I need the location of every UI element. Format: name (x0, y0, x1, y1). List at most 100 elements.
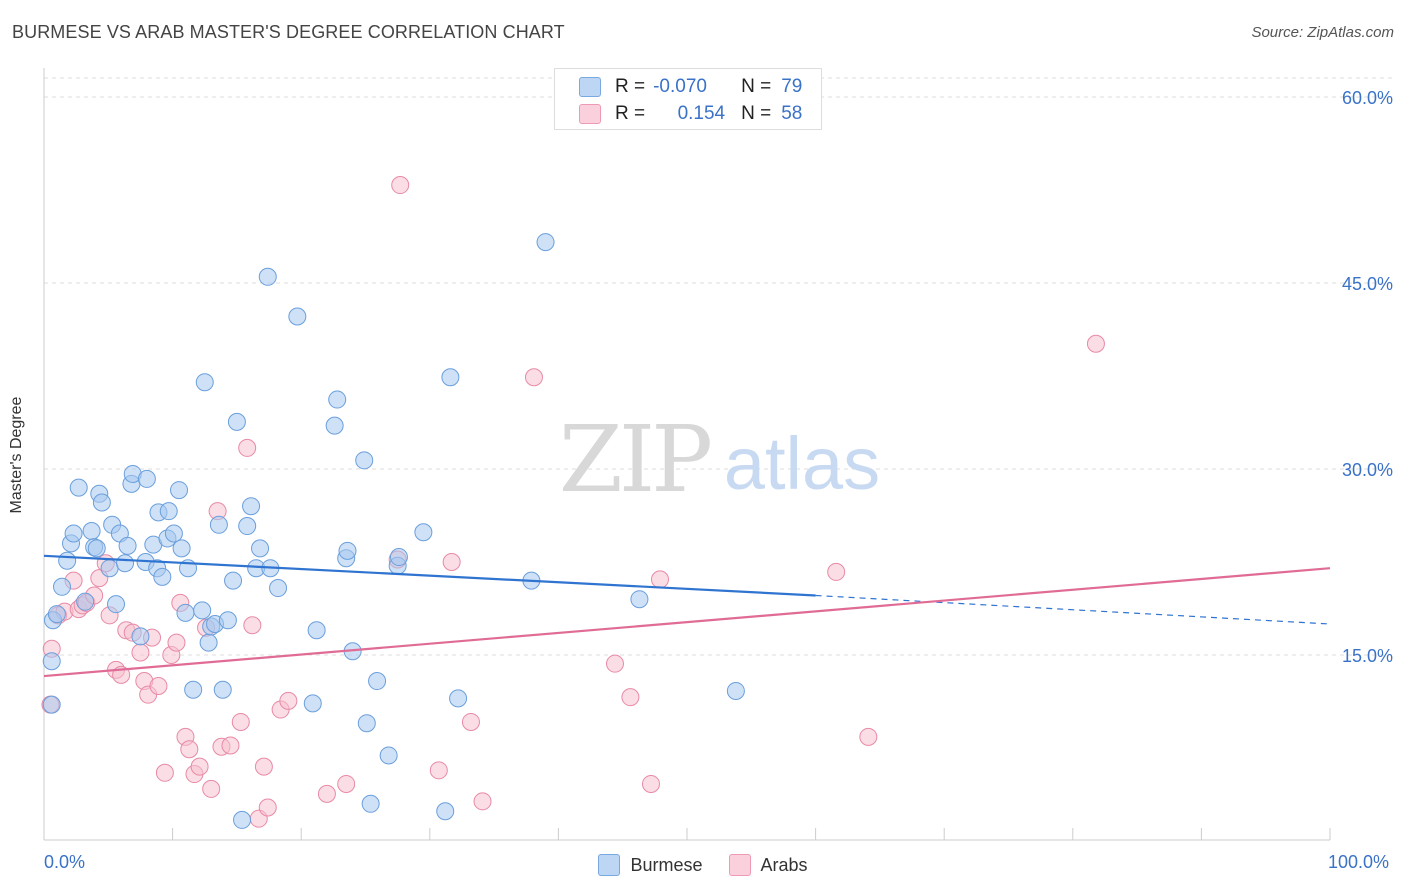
arabs-point (1086, 334, 1105, 353)
burmese-point (76, 592, 95, 611)
burmese-point (107, 595, 126, 614)
burmese-point (441, 368, 460, 387)
burmese-point (137, 469, 156, 488)
arabs-point (243, 616, 262, 635)
burmese-points (42, 233, 745, 829)
burmese-point (288, 307, 307, 326)
burmese-point (379, 746, 398, 765)
burmese-point (242, 497, 261, 516)
burmese-point (176, 603, 195, 622)
axes (43, 68, 1331, 841)
x-tick-label-max: 100.0% (1328, 852, 1390, 872)
arabs-point (202, 779, 221, 798)
burmese-point (118, 536, 137, 555)
burmese-point (328, 390, 347, 409)
burmese-point (233, 810, 252, 829)
burmese-swatch (579, 77, 601, 97)
arabs-point (231, 712, 250, 731)
burmese-point (449, 689, 468, 708)
arabs-point (180, 740, 199, 759)
arabs-point (473, 792, 492, 811)
y-tick-label: 30.0% (1342, 460, 1393, 480)
arabs-point (827, 562, 846, 581)
r-label: R = (615, 103, 646, 124)
burmese-point (82, 522, 101, 540)
chart-title: BURMESE VS ARAB MASTER'S DEGREE CORRELAT… (12, 22, 565, 42)
burmese-point (53, 577, 72, 596)
arabs-point (524, 368, 543, 387)
burmese-swatch (598, 854, 621, 876)
arabs-point (167, 633, 186, 652)
burmese-point (92, 493, 111, 512)
n-label: N = (741, 103, 772, 124)
arabs-point (391, 176, 410, 195)
burmese-point (64, 524, 83, 543)
arabs-point (131, 643, 150, 662)
y-tick-label: 60.0% (1342, 88, 1393, 108)
arabs-point (279, 691, 298, 710)
legend-item-burmese[interactable]: Burmese (598, 854, 703, 876)
burmese-point (303, 694, 322, 713)
burmese-point (630, 590, 649, 609)
burmese-point (357, 714, 376, 733)
arabs-swatch (728, 854, 751, 876)
arabs-point (317, 784, 336, 803)
burmese-point (195, 373, 214, 392)
burmese-point (389, 548, 408, 567)
arabs-point (238, 438, 257, 457)
burmese-point (224, 571, 243, 590)
x-tick-label-min: 0.0% (44, 852, 86, 872)
arabs-point (429, 761, 448, 780)
legend-label-burmese: Burmese (630, 854, 703, 875)
burmese-point (131, 627, 150, 646)
arabs-point (621, 688, 640, 707)
arabs-point (859, 727, 878, 746)
burmese-trend-line (43, 554, 816, 597)
legend-label-arabs: Arabs (760, 854, 808, 875)
y-tick-label: 15.0% (1342, 646, 1393, 666)
burmese-point (184, 680, 203, 699)
arabs-point (337, 774, 356, 793)
burmese-point (159, 502, 178, 521)
burmese-point (536, 233, 555, 252)
burmese-point (726, 681, 745, 700)
y-tick-label: 45.0% (1342, 274, 1393, 294)
burmese-point (193, 601, 212, 620)
watermark-atlas: atlas (724, 422, 880, 505)
burmese-point (164, 524, 183, 543)
arabs-point (641, 774, 660, 793)
legend-row-arabs: R = 0.154 N = 58 (579, 102, 802, 126)
arabs-points (41, 176, 1105, 828)
r-value: 0.154 (677, 103, 726, 124)
watermark-zip: ZIP (559, 406, 710, 513)
series-legend: Burmese Arabs (0, 852, 1406, 878)
burmese-point (213, 680, 232, 699)
burmese-point (414, 523, 433, 542)
burmese-point (258, 267, 277, 286)
burmese-point (307, 621, 326, 640)
watermark: ZIP atlas (559, 406, 880, 513)
burmese-point (69, 478, 88, 497)
arabs-swatch (579, 104, 601, 124)
arabs-point (605, 654, 624, 673)
legend-row-burmese: R = -0.070 N = 79 (579, 75, 802, 99)
arabs-point (442, 553, 461, 571)
burmese-point (209, 515, 228, 534)
burmese-point (172, 539, 191, 558)
arabs-point (461, 712, 480, 731)
burmese-point (269, 579, 288, 598)
burmese-point (361, 794, 380, 813)
burmese-point (218, 611, 237, 630)
burmese-point (238, 517, 257, 536)
burmese-trend-extension (815, 594, 1331, 625)
n-label: N = (741, 76, 772, 97)
legend-item-arabs[interactable]: Arabs (728, 854, 808, 876)
arabs-trend-line (43, 567, 1331, 678)
arabs-point (650, 570, 669, 589)
arabs-point (149, 677, 168, 695)
grid-lines (44, 77, 1394, 656)
burmese-point (199, 633, 218, 652)
burmese-point (436, 802, 455, 821)
n-value: 79 (781, 76, 803, 97)
